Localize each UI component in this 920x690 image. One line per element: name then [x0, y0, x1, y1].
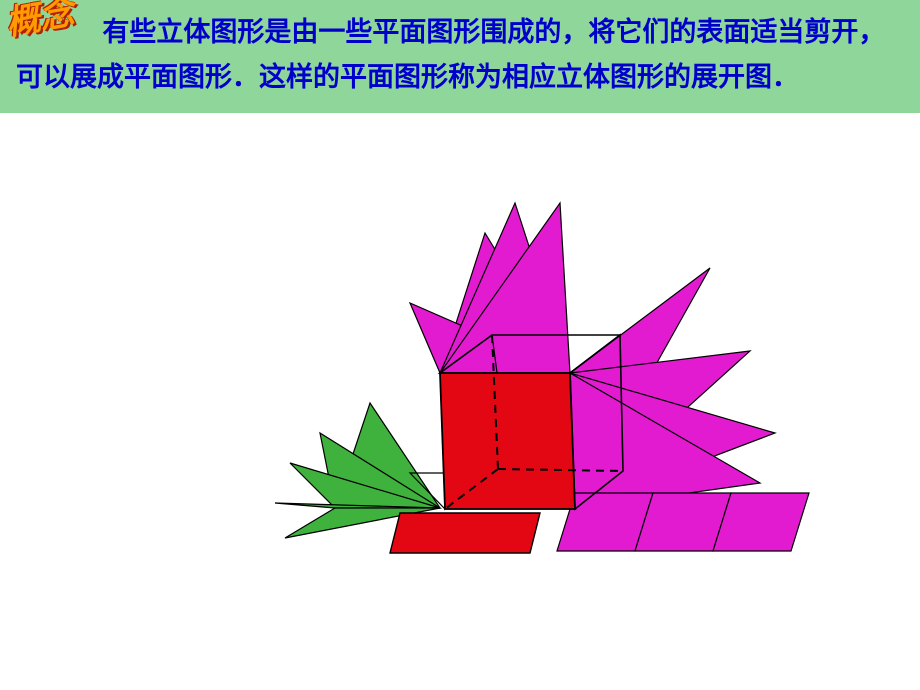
unfolding-figure: [0, 113, 920, 613]
concept-banner: 概念 有些立体图形是由一些平面图形围成的，将它们的表面适当剪开，可以展成平面图形…: [0, 0, 920, 113]
cube-unfolding-svg: [110, 153, 810, 613]
concept-body-text: 有些立体图形是由一些平面图形围成的，将它们的表面适当剪开，可以展成平面图形．这样…: [16, 10, 904, 99]
